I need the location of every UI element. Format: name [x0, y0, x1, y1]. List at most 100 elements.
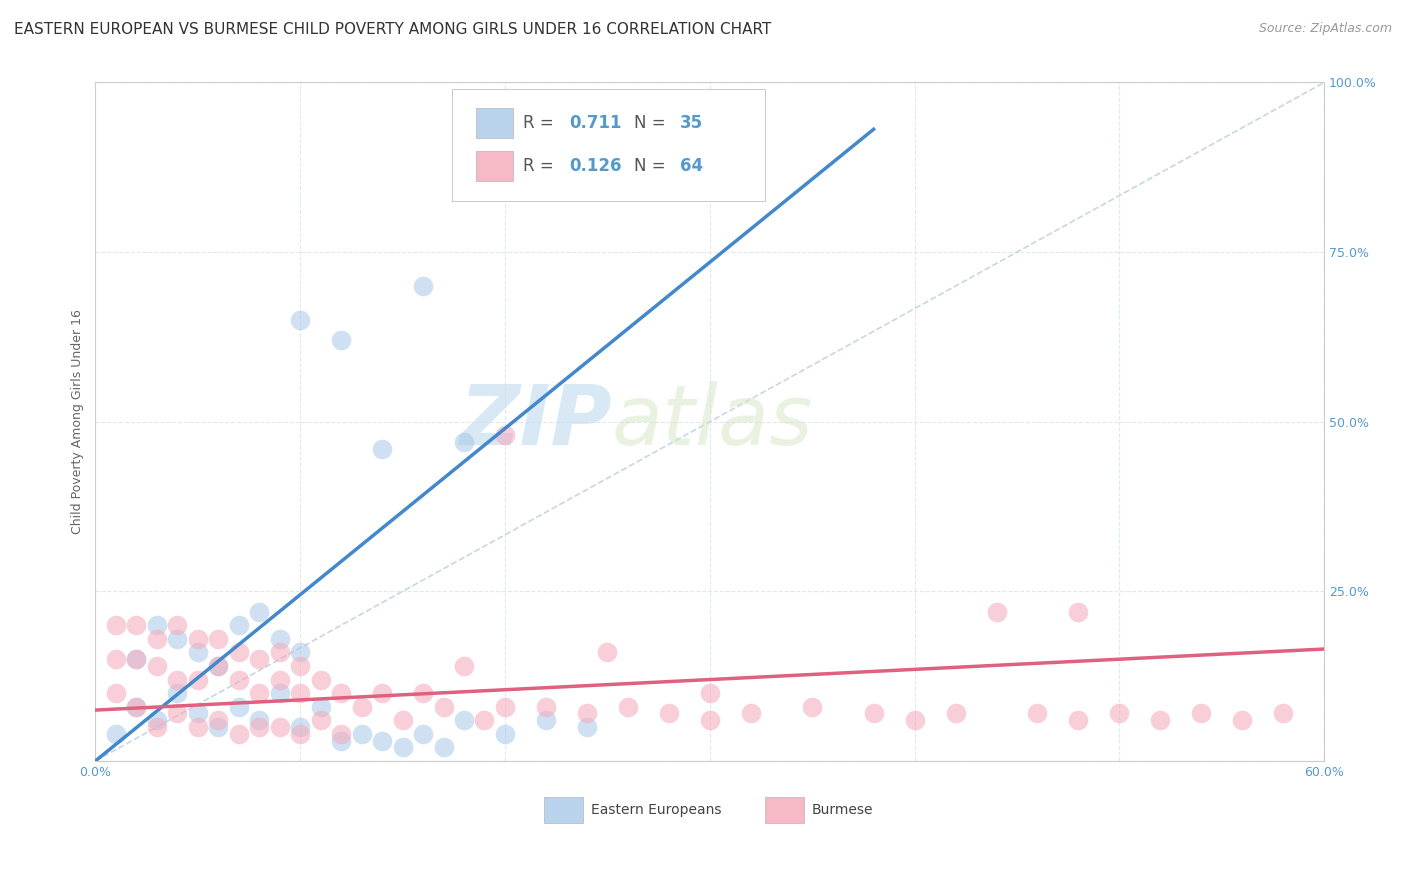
- Point: [247, 713, 270, 727]
- Point: [288, 313, 311, 327]
- Text: ZIP: ZIP: [458, 381, 612, 462]
- Text: N =: N =: [634, 114, 671, 132]
- Point: [166, 706, 188, 721]
- Text: 0.126: 0.126: [569, 157, 623, 175]
- Point: [371, 686, 394, 700]
- Point: [269, 720, 291, 734]
- Point: [146, 618, 169, 632]
- Point: [534, 699, 557, 714]
- Bar: [765, 797, 804, 822]
- Point: [228, 645, 250, 659]
- Point: [309, 699, 332, 714]
- Point: [288, 686, 311, 700]
- Point: [104, 652, 127, 666]
- Point: [288, 659, 311, 673]
- Point: [207, 632, 229, 646]
- Point: [330, 333, 353, 347]
- Point: [617, 699, 640, 714]
- Point: [494, 428, 516, 442]
- Point: [269, 673, 291, 687]
- Point: [309, 673, 332, 687]
- Point: [432, 740, 454, 755]
- Point: [269, 645, 291, 659]
- Point: [371, 733, 394, 747]
- Point: [309, 713, 332, 727]
- Point: [207, 659, 229, 673]
- Point: [288, 727, 311, 741]
- Point: [288, 720, 311, 734]
- Point: [125, 699, 148, 714]
- Point: [494, 727, 516, 741]
- Point: [494, 699, 516, 714]
- Point: [207, 720, 229, 734]
- Point: [330, 686, 353, 700]
- Text: 35: 35: [681, 114, 703, 132]
- Point: [269, 632, 291, 646]
- Point: [699, 686, 721, 700]
- Point: [146, 659, 169, 673]
- Point: [269, 686, 291, 700]
- Text: Burmese: Burmese: [811, 803, 873, 817]
- Point: [412, 686, 434, 700]
- Point: [699, 713, 721, 727]
- Point: [391, 713, 413, 727]
- Bar: [477, 108, 513, 138]
- Point: [166, 673, 188, 687]
- Point: [146, 720, 169, 734]
- Point: [330, 733, 353, 747]
- Point: [104, 686, 127, 700]
- Point: [187, 706, 209, 721]
- Point: [207, 659, 229, 673]
- Point: [125, 699, 148, 714]
- Y-axis label: Child Poverty Among Girls Under 16: Child Poverty Among Girls Under 16: [72, 310, 84, 534]
- Point: [104, 618, 127, 632]
- Point: [1149, 713, 1171, 727]
- Point: [575, 706, 598, 721]
- Point: [350, 699, 373, 714]
- Point: [412, 727, 434, 741]
- Point: [104, 727, 127, 741]
- Text: N =: N =: [634, 157, 671, 175]
- Text: EASTERN EUROPEAN VS BURMESE CHILD POVERTY AMONG GIRLS UNDER 16 CORRELATION CHART: EASTERN EUROPEAN VS BURMESE CHILD POVERT…: [14, 22, 772, 37]
- Point: [125, 652, 148, 666]
- Point: [432, 699, 454, 714]
- Text: atlas: atlas: [612, 381, 813, 462]
- Point: [1189, 706, 1212, 721]
- Point: [391, 740, 413, 755]
- Point: [474, 713, 496, 727]
- Point: [228, 618, 250, 632]
- Point: [1108, 706, 1130, 721]
- Point: [166, 632, 188, 646]
- Point: [125, 652, 148, 666]
- Bar: [544, 797, 583, 822]
- FancyBboxPatch shape: [451, 89, 765, 202]
- Point: [453, 435, 475, 450]
- Point: [247, 652, 270, 666]
- Text: Source: ZipAtlas.com: Source: ZipAtlas.com: [1258, 22, 1392, 36]
- Point: [658, 706, 681, 721]
- Point: [945, 706, 967, 721]
- Point: [125, 618, 148, 632]
- Point: [1067, 713, 1090, 727]
- Text: R =: R =: [523, 157, 560, 175]
- Point: [986, 605, 1008, 619]
- Text: 0.711: 0.711: [569, 114, 623, 132]
- Point: [903, 713, 925, 727]
- Point: [862, 706, 884, 721]
- Point: [247, 605, 270, 619]
- Point: [166, 686, 188, 700]
- Point: [146, 632, 169, 646]
- Point: [1272, 706, 1295, 721]
- Point: [247, 720, 270, 734]
- Point: [1026, 706, 1049, 721]
- Point: [288, 645, 311, 659]
- Point: [187, 632, 209, 646]
- Point: [166, 618, 188, 632]
- Point: [596, 645, 619, 659]
- Point: [207, 713, 229, 727]
- Point: [330, 727, 353, 741]
- Bar: [477, 151, 513, 181]
- Point: [146, 713, 169, 727]
- Point: [453, 713, 475, 727]
- Point: [228, 727, 250, 741]
